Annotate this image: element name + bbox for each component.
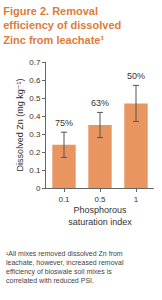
svg-text:1: 1 — [134, 195, 139, 204]
svg-text:0.1: 0.1 — [29, 166, 41, 175]
svg-text:0.2: 0.2 — [29, 148, 41, 157]
svg-text:63%: 63% — [91, 98, 109, 108]
svg-text:0.3: 0.3 — [29, 130, 41, 139]
svg-text:50%: 50% — [127, 71, 145, 81]
svg-text:Dissolved Zn (mg kg⁻¹): Dissolved Zn (mg kg⁻¹) — [15, 79, 25, 172]
svg-text:0.5: 0.5 — [29, 94, 41, 103]
svg-text:0.4: 0.4 — [29, 112, 41, 121]
svg-text:0.6: 0.6 — [29, 76, 41, 85]
svg-text:Phosphoroussaturation index: Phosphoroussaturation index — [68, 205, 132, 227]
svg-text:Figure 2. Removalefficiency of: Figure 2. Removalefficiency of dissolved… — [3, 5, 121, 46]
svg-text:¹All mixes removed dissolved Z: ¹All mixes removed dissolved Zn fromleac… — [6, 250, 124, 284]
svg-text:0: 0 — [36, 184, 41, 193]
svg-text:0.5: 0.5 — [94, 195, 106, 204]
svg-text:75%: 75% — [55, 118, 73, 128]
svg-text:0.1: 0.1 — [58, 195, 70, 204]
svg-text:0.7: 0.7 — [29, 58, 41, 67]
